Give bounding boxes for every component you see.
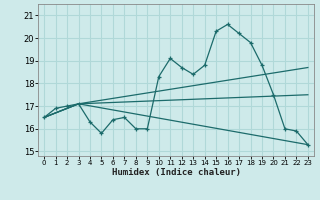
X-axis label: Humidex (Indice chaleur): Humidex (Indice chaleur)	[111, 168, 241, 177]
